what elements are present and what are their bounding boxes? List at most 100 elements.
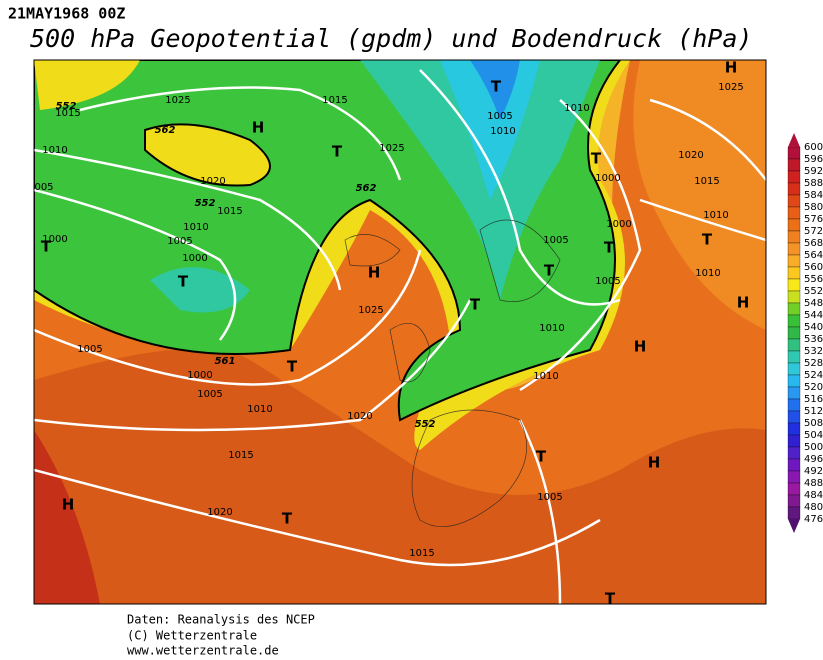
isobar-label: 1015 [409,548,434,559]
pressure-center: H [737,294,750,312]
colorbar-label: 520 [804,382,823,393]
colorbar-label: 568 [804,238,823,249]
isobar-label: 1025 [358,305,383,316]
colorbar-label: 588 [804,178,823,189]
isobar-label: 1015 [322,95,347,106]
pressure-center: T [702,231,713,249]
color-step [787,290,801,304]
date: 21MAY1968 00Z [8,5,125,23]
color-step [787,470,801,484]
colorbar-label: 580 [804,202,823,213]
color-step [787,422,801,436]
pressure-center: H [62,496,75,514]
colorbar-label: 512 [804,406,823,417]
color-step [787,182,801,196]
isobar-label: 1010 [42,145,67,156]
isobar-label: 1010 [490,126,515,137]
color-step [787,482,801,496]
colorbar-label: 592 [804,166,823,177]
isobar-label: 1005 [543,235,568,246]
color-step [787,386,801,400]
color-step [787,350,801,364]
isobar-label: 1015 [228,450,253,461]
color-step [787,506,801,520]
colorbar-label: 496 [804,454,823,465]
pressure-center: T [287,358,298,376]
isobar-label: 1005 [487,111,512,122]
pressure-center: T [605,590,616,608]
color-step [787,146,801,160]
colorbar-label: 552 [804,286,823,297]
pressure-center: T [282,510,293,528]
color-step [787,206,801,220]
contour-label: 562 [356,183,377,194]
isobar-label: 1010 [183,222,208,233]
pressure-center: H [368,264,381,282]
isobar-label: 1015 [694,176,719,187]
colorbar-label: 540 [804,322,823,333]
isobar-label: 1020 [200,176,225,187]
color-step [787,302,801,316]
color-step [787,278,801,292]
colorbar-label: 532 [804,346,823,357]
isobar-label: 1010 [533,371,558,382]
isobar-label: 1005 [77,344,102,355]
isobar-label: 1010 [539,323,564,334]
pressure-center: T [604,239,615,257]
colorbar-label: 536 [804,334,823,345]
contour-label: 552 [415,419,436,430]
color-step [787,326,801,340]
colorbar-label: 476 [804,514,823,525]
color-step [787,446,801,460]
colorbar-label: 572 [804,226,823,237]
isobar-label: 1000 [42,234,67,245]
isobar-label: 1010 [695,268,720,279]
contour-label: 562 [155,125,176,136]
colorbar: 6005965925885845805765725685645605565525… [787,133,823,533]
color-step [787,158,801,172]
isobar-label: 1005 [537,492,562,503]
isobar-label: 1000 [187,370,212,381]
colorbar-label: 484 [804,490,823,501]
color-step [787,314,801,328]
colorbar-label: 548 [804,298,823,309]
pressure-center: T [536,448,547,466]
arrow-top [788,133,800,147]
color-step [787,458,801,472]
pressure-center: H [648,454,661,472]
pressure-center: T [544,262,555,280]
color-step [787,194,801,208]
color-step [787,230,801,244]
colorbar-label: 596 [804,154,823,165]
map-frame [33,59,767,605]
color-step [787,218,801,232]
pressure-center: H [252,119,265,137]
colorbar-label: 488 [804,478,823,489]
color-step [787,398,801,412]
footer-line: www.wetterzentrale.de [127,644,279,657]
isobar-label: 1005 [595,276,620,287]
map-field [34,60,766,604]
isobar-label: 1025 [379,143,404,154]
color-step [787,410,801,424]
isobar-label: 1000 [595,173,620,184]
colorbar-label: 528 [804,358,823,369]
colorbar-label: 504 [804,430,823,441]
color-step [787,242,801,256]
isobar-label: 1015 [217,206,242,217]
isobar-label: 1020 [207,507,232,518]
isobar-label: 1000 [182,253,207,264]
title: 500 hPa Geopotential (gpdm) und Bodendru… [30,24,752,53]
arrow-bottom [788,519,800,533]
colorbar-label: 576 [804,214,823,225]
isobar-label: 005 [34,182,53,193]
colorbar-label: 480 [804,502,823,513]
pressure-center: H [634,338,647,356]
contour-label: 552 [195,198,216,209]
color-step [787,170,801,184]
footer-line: (C) Wetterzentrale [127,629,257,643]
color-step [787,374,801,388]
pressure-center: T [470,296,481,314]
colorbar-label: 508 [804,418,823,429]
